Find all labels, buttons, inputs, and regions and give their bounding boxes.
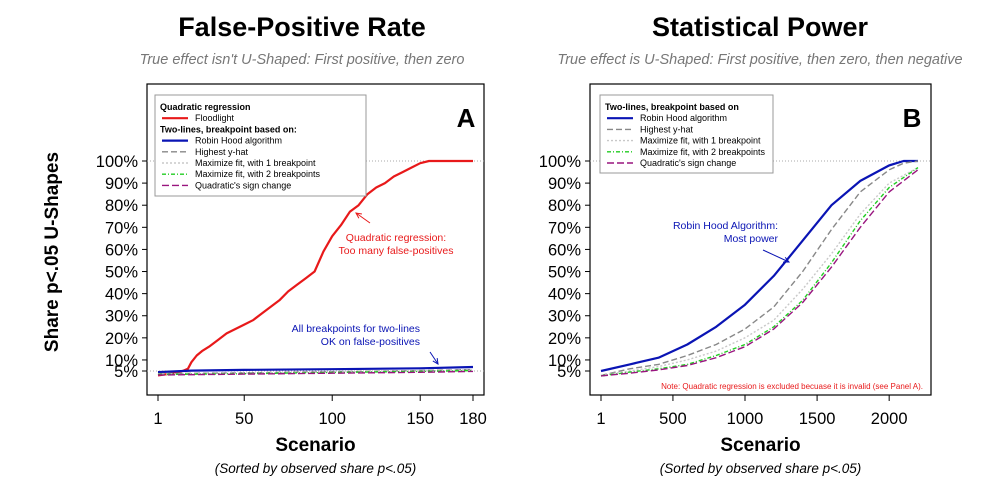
y-tick-label: 5%: [114, 363, 138, 381]
legend-entry: Robin Hood algorithm: [640, 113, 727, 123]
y-tick-label: 70%: [105, 219, 138, 237]
y-tick-label: 30%: [105, 308, 138, 326]
legend-header: Two-lines, breakpoint based on:: [160, 124, 297, 134]
series-line: [600, 160, 919, 377]
panel-title: Statistical Power: [652, 12, 869, 42]
y-tick-label: 30%: [548, 308, 581, 326]
annotation-text: OK on false-positives: [321, 336, 420, 348]
plot-frame: [146, 83, 485, 396]
series-line: [600, 167, 919, 377]
annotation-text: Too many false-positives: [339, 245, 454, 257]
legend-entry: Highest y-hat: [640, 124, 694, 134]
panel-title: False-Positive Rate: [178, 12, 426, 42]
y-tick-label: 100%: [539, 153, 582, 171]
legend-box: [154, 94, 367, 197]
y-tick-label: 80%: [548, 197, 581, 215]
y-tick-label: 70%: [548, 219, 581, 237]
legend-entry: Quadratic's sign change: [640, 158, 736, 168]
y-tick-label: 50%: [105, 264, 138, 282]
series-line: [157, 365, 474, 374]
x-axis-label: Scenario: [720, 435, 800, 456]
panel-note: Note: Quadratic regression is excluded b…: [661, 382, 923, 391]
y-tick-label: 50%: [548, 264, 581, 282]
y-tick-label: 10%: [105, 352, 138, 370]
legend-entry: Highest y-hat: [195, 147, 249, 157]
annotation-arrow: [762, 249, 790, 263]
panel-subtitle: True effect isn't U-Shaped: First positi…: [140, 52, 465, 68]
series-line: [600, 169, 919, 377]
y-tick-label: 20%: [105, 330, 138, 348]
x-tick-label: 500: [659, 410, 687, 428]
x-tick-label: 150: [406, 410, 434, 428]
legend-entry: Maximize fit, with 1 breakpoint: [195, 158, 316, 168]
x-tick-label: 180: [459, 410, 487, 428]
y-tick-label: 20%: [548, 330, 581, 348]
legend-entry: Maximize fit, with 2 breakpoints: [640, 147, 766, 157]
series-line: [157, 159, 473, 377]
legend-header: Quadratic regression: [160, 102, 251, 112]
annotation-arrow: [429, 351, 439, 365]
x-axis-note: (Sorted by observed share p<.05): [215, 461, 417, 476]
annotation-arrowhead: [782, 257, 791, 263]
y-tick-label: 100%: [96, 153, 139, 171]
x-tick-label: 1: [596, 410, 605, 428]
panel-subtitle: True effect is U-Shaped: First positive,…: [557, 52, 962, 68]
legend-header: Two-lines, breakpoint based on: [605, 102, 739, 112]
plot-frame: [589, 83, 932, 396]
series-line: [157, 370, 474, 376]
annotation-text: Robin Hood Algorithm:: [673, 220, 778, 232]
panel-b: Statistical Power True effect is U-Shaped…: [539, 12, 963, 476]
y-tick-label: 80%: [105, 197, 138, 215]
annotation-arrow: [355, 212, 371, 224]
x-tick-label: 100: [318, 410, 346, 428]
y-tick-label: 10%: [548, 352, 581, 370]
legend-entry: Robin Hood algorithm: [195, 136, 282, 146]
x-tick-label: 50: [235, 410, 253, 428]
panel-letter: A: [457, 103, 476, 133]
legend-entry: Quadratic's sign change: [195, 180, 291, 190]
legend-entry: Maximize fit, with 2 breakpoints: [195, 169, 321, 179]
legend-box: [599, 94, 774, 174]
annotation-text: All breakpoints for two-lines: [292, 323, 420, 335]
x-tick-label: 1500: [799, 410, 836, 428]
y-tick-label: 90%: [548, 175, 581, 193]
panel-letter: B: [903, 103, 922, 133]
annotation-text: Most power: [724, 233, 779, 245]
annotation-text: Quadratic regression:: [346, 232, 446, 244]
y-tick-label: 60%: [105, 241, 138, 259]
y-tick-label: 90%: [105, 175, 138, 193]
y-axis-label: Share p<.05 U-Shapes: [42, 152, 63, 352]
y-tick-label: 60%: [548, 241, 581, 259]
x-tick-label: 1000: [727, 410, 764, 428]
y-tick-label: 5%: [557, 363, 581, 381]
legend-entry: Floodlight: [195, 113, 235, 123]
y-tick-label: 40%: [105, 286, 138, 304]
annotation-arrowhead: [355, 212, 362, 219]
x-tick-label: 2000: [871, 410, 908, 428]
x-axis-label: Scenario: [275, 435, 355, 456]
annotation-arrowhead: [432, 357, 439, 365]
legend-entry: Maximize fit, with 1 breakpoint: [640, 136, 761, 146]
y-tick-label: 40%: [548, 286, 581, 304]
series-line: [600, 166, 919, 377]
x-tick-label: 1: [153, 410, 162, 428]
series-line: [600, 159, 918, 373]
panel-a: False-Positive Rate True effect isn't U-S…: [96, 12, 487, 476]
x-axis-note: (Sorted by observed share p<.05): [660, 461, 862, 476]
